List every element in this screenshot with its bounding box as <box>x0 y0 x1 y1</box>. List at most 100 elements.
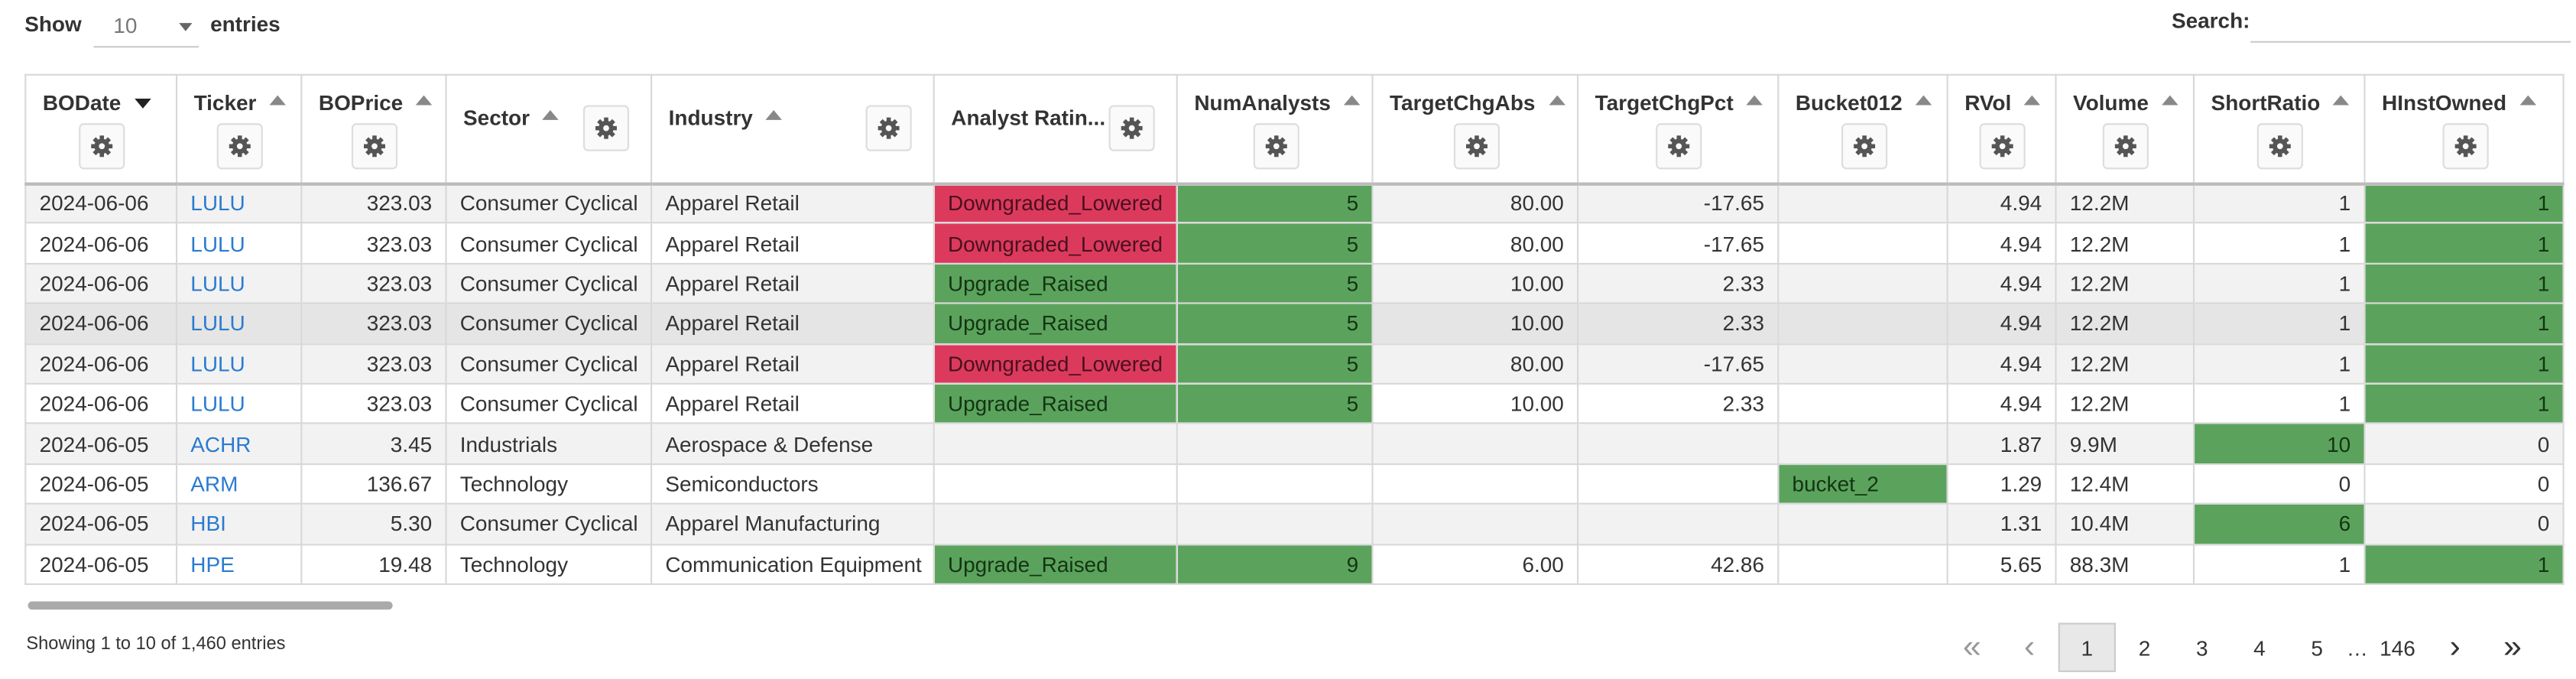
header-label: Bucket012 <box>1795 90 1903 115</box>
table-row[interactable]: 2024-06-06 LULU 323.03 Consumer Cyclical App… <box>24 382 2565 425</box>
table-row[interactable]: 2024-06-05 ACHR 3.45 Industrials Aerospace &… <box>24 423 2565 465</box>
column-settings-button[interactable] <box>2256 123 2303 170</box>
ticker-link[interactable]: LULU <box>175 262 303 304</box>
prev-page-button[interactable]: ‹ <box>2023 628 2036 665</box>
table-cell: 323.03 <box>300 222 447 265</box>
column-header[interactable]: TargetChgAbs <box>1371 73 1579 185</box>
column-settings-button[interactable] <box>582 105 630 151</box>
search-input[interactable] <box>2250 5 2571 43</box>
table-cell: Apparel Retail <box>650 262 935 304</box>
table-row[interactable]: 2024-06-05 HPE 19.48 Technology Communicatio… <box>24 543 2565 585</box>
column-header[interactable]: NumAnalysts <box>1176 73 1374 185</box>
ticker-link[interactable]: HBI <box>175 502 303 545</box>
column-settings-button[interactable] <box>2441 123 2488 170</box>
next-page-button[interactable]: › <box>2449 628 2461 665</box>
column-settings-button[interactable] <box>351 123 398 170</box>
pagination: « ‹ 1 2 3 4 5 … 146 › » <box>1943 622 2541 672</box>
column-settings-button[interactable] <box>865 105 912 151</box>
column-settings-button[interactable] <box>1979 123 2026 170</box>
table-cell <box>1577 423 1780 465</box>
column-settings-button[interactable] <box>1840 123 1887 170</box>
ticker-link[interactable]: ACHR <box>175 423 303 465</box>
table-cell: 3.45 <box>300 423 447 465</box>
column-header[interactable]: Analyst Ratin... <box>933 73 1178 185</box>
ticker-link[interactable]: LULU <box>175 222 303 265</box>
page-button[interactable]: 5 <box>2311 635 2323 660</box>
table-cell: 1.87 <box>1946 423 2057 465</box>
first-page-button[interactable]: « <box>1962 628 1981 665</box>
ticker-link[interactable]: LULU <box>175 182 303 225</box>
page-button[interactable]: 4 <box>2253 635 2266 660</box>
header-label: HInstOwned <box>2382 90 2507 115</box>
sort-arrow[interactable] <box>135 98 151 109</box>
sort-arrow[interactable] <box>1915 95 1932 106</box>
table-cell: 10.00 <box>1371 302 1579 345</box>
show-label: Show <box>24 11 82 37</box>
column-settings-button[interactable] <box>1108 105 1155 151</box>
page-size-select[interactable]: 10 <box>93 5 200 48</box>
column-header[interactable]: Ticker <box>175 73 303 185</box>
page-button[interactable]: 1 <box>2058 622 2116 672</box>
column-header[interactable]: TargetChgPct <box>1577 73 1780 185</box>
table-cell: 12.2M <box>2055 262 2195 304</box>
table-cell: Apparel Retail <box>650 302 935 345</box>
ticker-link[interactable]: HPE <box>175 543 303 585</box>
table-row[interactable]: 2024-06-06 LULU 323.03 Consumer Cyclical App… <box>24 182 2565 225</box>
column-header[interactable]: Bucket012 <box>1777 73 1948 185</box>
column-header[interactable]: ShortRatio <box>2192 73 2366 185</box>
sort-arrow[interactable] <box>2332 95 2350 106</box>
table-cell: 4.94 <box>1946 262 2057 304</box>
sort-arrow[interactable] <box>269 95 286 106</box>
ticker-link[interactable]: LULU <box>175 343 303 385</box>
sort-arrow[interactable] <box>2162 95 2179 106</box>
last-page-button[interactable]: » <box>2503 628 2522 665</box>
table-cell: Industrials <box>445 423 653 465</box>
ticker-link[interactable]: LULU <box>175 382 303 425</box>
table-row[interactable]: 2024-06-06 LULU 323.03 Consumer Cyclical App… <box>24 302 2565 345</box>
table-cell: 5.30 <box>300 502 447 545</box>
column-header[interactable]: Sector <box>445 73 653 185</box>
column-header[interactable]: BODate <box>24 73 178 185</box>
sort-arrow[interactable] <box>415 95 433 106</box>
sort-arrow[interactable] <box>2519 95 2537 106</box>
sort-arrow[interactable] <box>1549 95 1565 106</box>
table-cell: 1 <box>2363 222 2565 265</box>
sort-arrow[interactable] <box>542 109 559 120</box>
table-cell <box>1777 502 1948 545</box>
table-row[interactable]: 2024-06-06 LULU 323.03 Consumer Cyclical App… <box>24 343 2565 385</box>
column-settings-button[interactable] <box>1252 123 1299 170</box>
table-cell: 1 <box>2192 302 2366 345</box>
column-header[interactable]: Volume <box>2055 73 2195 185</box>
sort-arrow[interactable] <box>2023 95 2041 106</box>
column-header[interactable]: HInstOwned <box>2363 73 2565 185</box>
table-row[interactable]: 2024-06-06 LULU 323.03 Consumer Cyclical App… <box>24 222 2565 265</box>
table-cell: 10.00 <box>1371 382 1579 425</box>
column-settings-button[interactable] <box>216 123 263 170</box>
column-settings-button[interactable] <box>1452 123 1499 170</box>
table-cell: Technology <box>445 463 653 505</box>
table-cell: Consumer Cyclical <box>445 262 653 304</box>
table-cell: -17.65 <box>1577 343 1780 385</box>
column-settings-button[interactable] <box>79 123 125 170</box>
page-button[interactable]: 146 <box>2380 635 2415 660</box>
table-cell: Apparel Retail <box>650 343 935 385</box>
table-row[interactable]: 2024-06-06 LULU 323.03 Consumer Cyclical App… <box>24 262 2565 304</box>
data-table: BODate Ticker BOPrice Sector Industry Analyst… <box>24 73 2565 585</box>
column-header[interactable]: RVol <box>1946 73 2057 185</box>
column-settings-button[interactable] <box>2102 123 2149 170</box>
table-cell: Downgraded_Lowered <box>933 222 1178 265</box>
sort-arrow[interactable] <box>765 109 782 120</box>
scrollbar[interactable] <box>28 601 393 610</box>
sort-arrow[interactable] <box>1746 95 1763 106</box>
sort-arrow[interactable] <box>1343 95 1361 106</box>
column-settings-button[interactable] <box>1656 123 1702 170</box>
page-button[interactable]: 3 <box>2195 635 2208 660</box>
table-cell: 2024-06-06 <box>24 222 178 265</box>
ticker-link[interactable]: ARM <box>175 463 303 505</box>
ticker-link[interactable]: LULU <box>175 302 303 345</box>
table-row[interactable]: 2024-06-05 HBI 5.30 Consumer Cyclical Appare… <box>24 502 2565 545</box>
table-row[interactable]: 2024-06-05 ARM 136.67 Technology Semiconduct… <box>24 463 2565 505</box>
column-header[interactable]: BOPrice <box>300 73 447 185</box>
column-header[interactable]: Industry <box>650 73 935 185</box>
page-button[interactable]: 2 <box>2138 635 2151 660</box>
